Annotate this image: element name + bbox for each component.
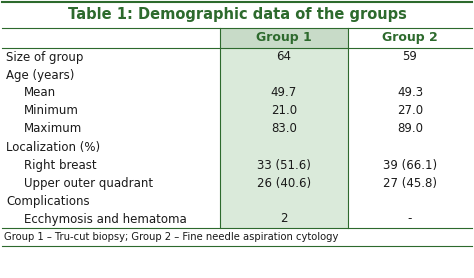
Text: 21.0: 21.0: [271, 105, 297, 118]
Bar: [220, 84, 348, 102]
Text: Maximum: Maximum: [24, 123, 82, 135]
Text: 27 (45.8): 27 (45.8): [383, 177, 437, 190]
Text: Upper outer quadrant: Upper outer quadrant: [24, 177, 153, 190]
Text: Right breast: Right breast: [24, 158, 97, 172]
Text: 83.0: 83.0: [271, 123, 297, 135]
Text: Table 1: Demographic data of the groups: Table 1: Demographic data of the groups: [68, 8, 406, 23]
Text: Size of group: Size of group: [6, 51, 83, 63]
Bar: [220, 28, 348, 48]
Text: Complications: Complications: [6, 195, 90, 207]
Text: -: -: [408, 212, 412, 225]
Bar: [220, 156, 348, 174]
Bar: [220, 48, 348, 66]
Text: 64: 64: [276, 51, 292, 63]
Text: Ecchymosis and hematoma: Ecchymosis and hematoma: [24, 212, 187, 225]
Bar: [220, 174, 348, 192]
Bar: [220, 102, 348, 120]
Text: 49.7: 49.7: [271, 86, 297, 100]
Bar: [220, 66, 348, 84]
Text: 89.0: 89.0: [397, 123, 423, 135]
Text: Group 1: Group 1: [256, 31, 312, 44]
Text: 33 (51.6): 33 (51.6): [257, 158, 311, 172]
Text: Minimum: Minimum: [24, 105, 79, 118]
Bar: [220, 120, 348, 138]
Text: 39 (66.1): 39 (66.1): [383, 158, 437, 172]
Bar: [220, 210, 348, 228]
Text: 27.0: 27.0: [397, 105, 423, 118]
Text: 49.3: 49.3: [397, 86, 423, 100]
Text: Age (years): Age (years): [6, 68, 74, 81]
Text: 26 (40.6): 26 (40.6): [257, 177, 311, 190]
Text: Mean: Mean: [24, 86, 56, 100]
Text: Group 2: Group 2: [382, 31, 438, 44]
Bar: [220, 192, 348, 210]
Text: 2: 2: [280, 212, 288, 225]
Text: Localization (%): Localization (%): [6, 140, 100, 153]
Text: Group 1 – Tru-cut biopsy; Group 2 – Fine needle aspiration cytology: Group 1 – Tru-cut biopsy; Group 2 – Fine…: [4, 232, 338, 242]
Text: 59: 59: [402, 51, 418, 63]
Bar: [220, 138, 348, 156]
